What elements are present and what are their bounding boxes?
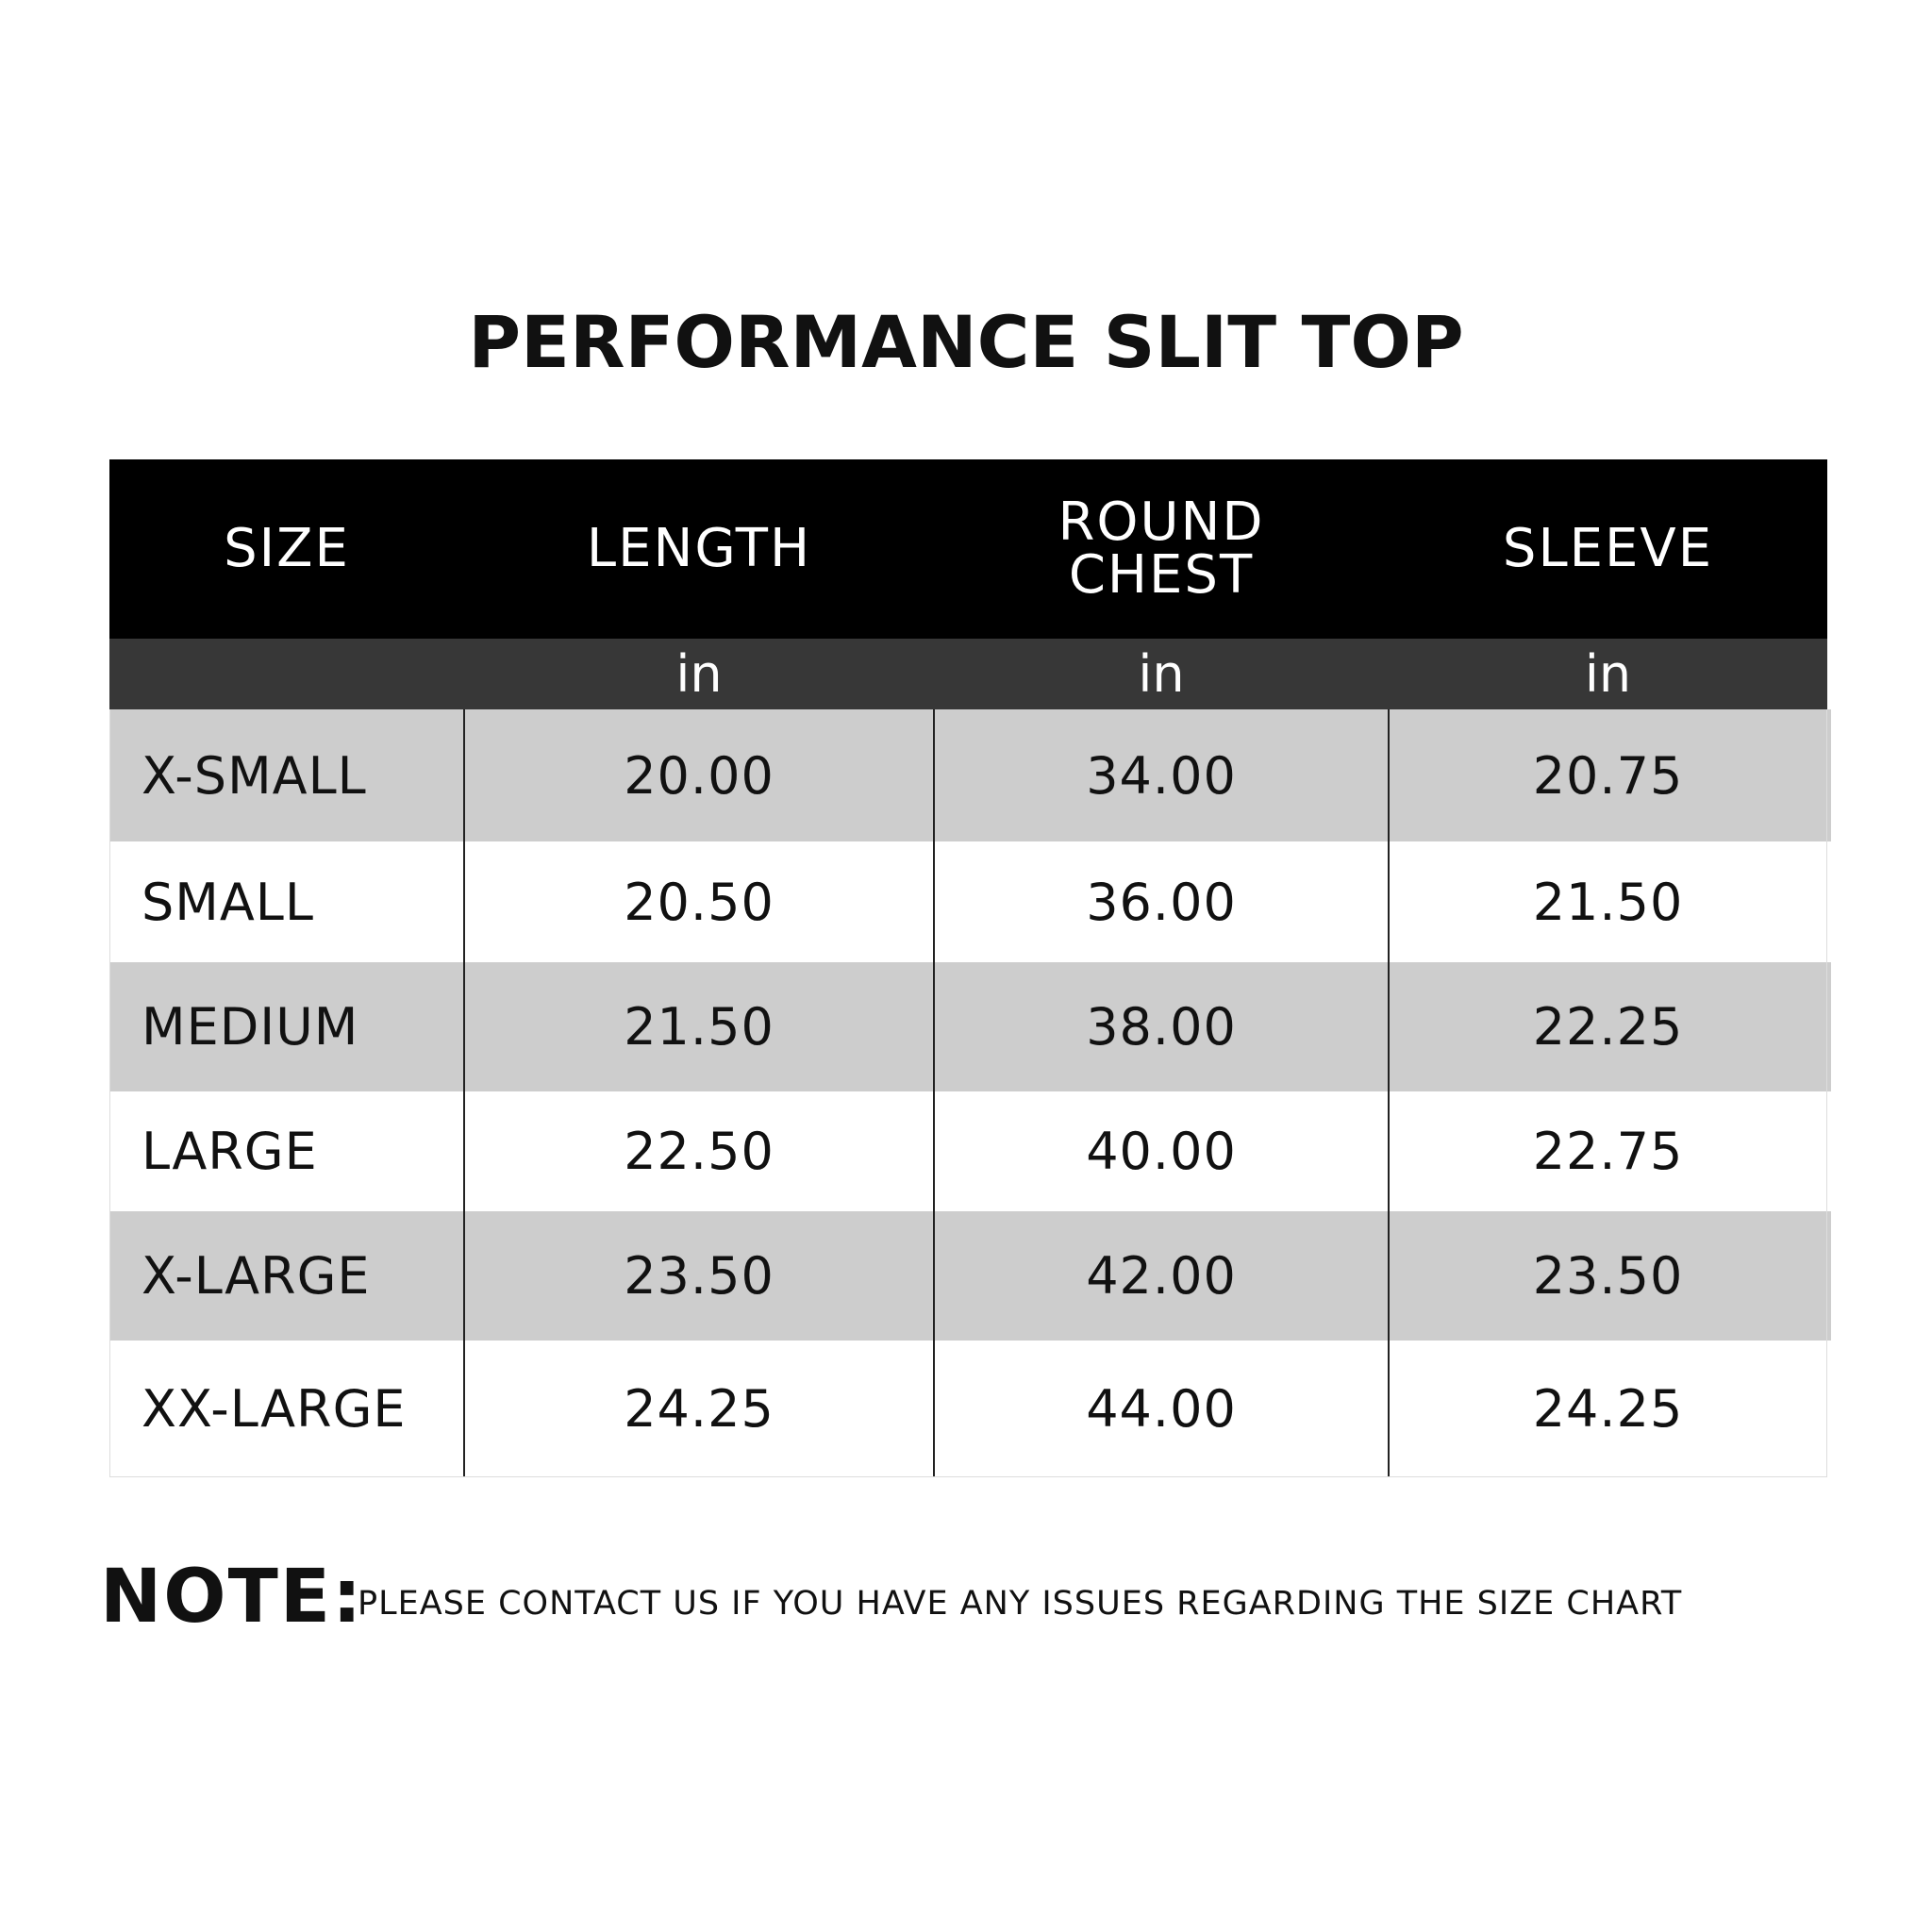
measurement: 40.00 — [1086, 1122, 1237, 1181]
measurement: 23.50 — [1532, 1246, 1684, 1306]
row-band — [109, 1091, 1831, 1211]
column-divider — [933, 709, 935, 1476]
measurement: 20.50 — [624, 872, 774, 932]
measurement: 44.00 — [1086, 1378, 1237, 1439]
column-header: LENGTH — [586, 518, 812, 579]
measurement: 38.00 — [1086, 997, 1237, 1057]
row-band — [109, 962, 1831, 1091]
measurement: 21.50 — [1532, 872, 1684, 932]
unit-label: in — [1584, 644, 1632, 704]
measurement: 22.25 — [1532, 997, 1684, 1057]
measurement: 24.25 — [1532, 1378, 1684, 1439]
column-header: SLEEVE — [1502, 518, 1714, 579]
measurement: 20.75 — [1532, 745, 1684, 806]
measurement: 22.75 — [1532, 1122, 1684, 1181]
unit-label: in — [1138, 644, 1185, 704]
table-border — [109, 709, 1827, 1477]
measurement: 24.25 — [624, 1378, 774, 1439]
size-label: XX-LARGE — [142, 1378, 407, 1439]
row-band — [109, 1341, 1831, 1476]
size-label: X-LARGE — [142, 1246, 371, 1306]
size-label: X-SMALL — [142, 745, 367, 806]
column-divider — [463, 709, 465, 1476]
note-label: NOTE: — [100, 1555, 364, 1640]
size-label: SMALL — [142, 872, 314, 932]
row-band — [109, 841, 1831, 962]
measurement: 22.50 — [624, 1122, 774, 1181]
measurement: 23.50 — [624, 1246, 774, 1306]
column-divider — [1388, 709, 1390, 1476]
measurement: 20.00 — [624, 745, 774, 806]
measurement: 34.00 — [1086, 745, 1237, 806]
measurement: 36.00 — [1086, 872, 1237, 932]
measurement: 21.50 — [624, 997, 774, 1057]
header-band — [109, 459, 1827, 639]
title: PERFORMANCE SLIT TOP — [468, 300, 1464, 384]
row-band — [109, 709, 1831, 841]
note-text: PLEASE CONTACT US IF YOU HAVE ANY ISSUES… — [358, 1585, 1683, 1623]
units-band — [109, 639, 1827, 709]
column-header: SIZE — [224, 518, 350, 579]
size-label: MEDIUM — [142, 997, 359, 1057]
column-header: ROUND CHEST — [1058, 491, 1265, 606]
size-label: LARGE — [142, 1122, 318, 1181]
row-band — [109, 1211, 1831, 1341]
measurement: 42.00 — [1086, 1246, 1237, 1306]
unit-label: in — [675, 644, 723, 704]
